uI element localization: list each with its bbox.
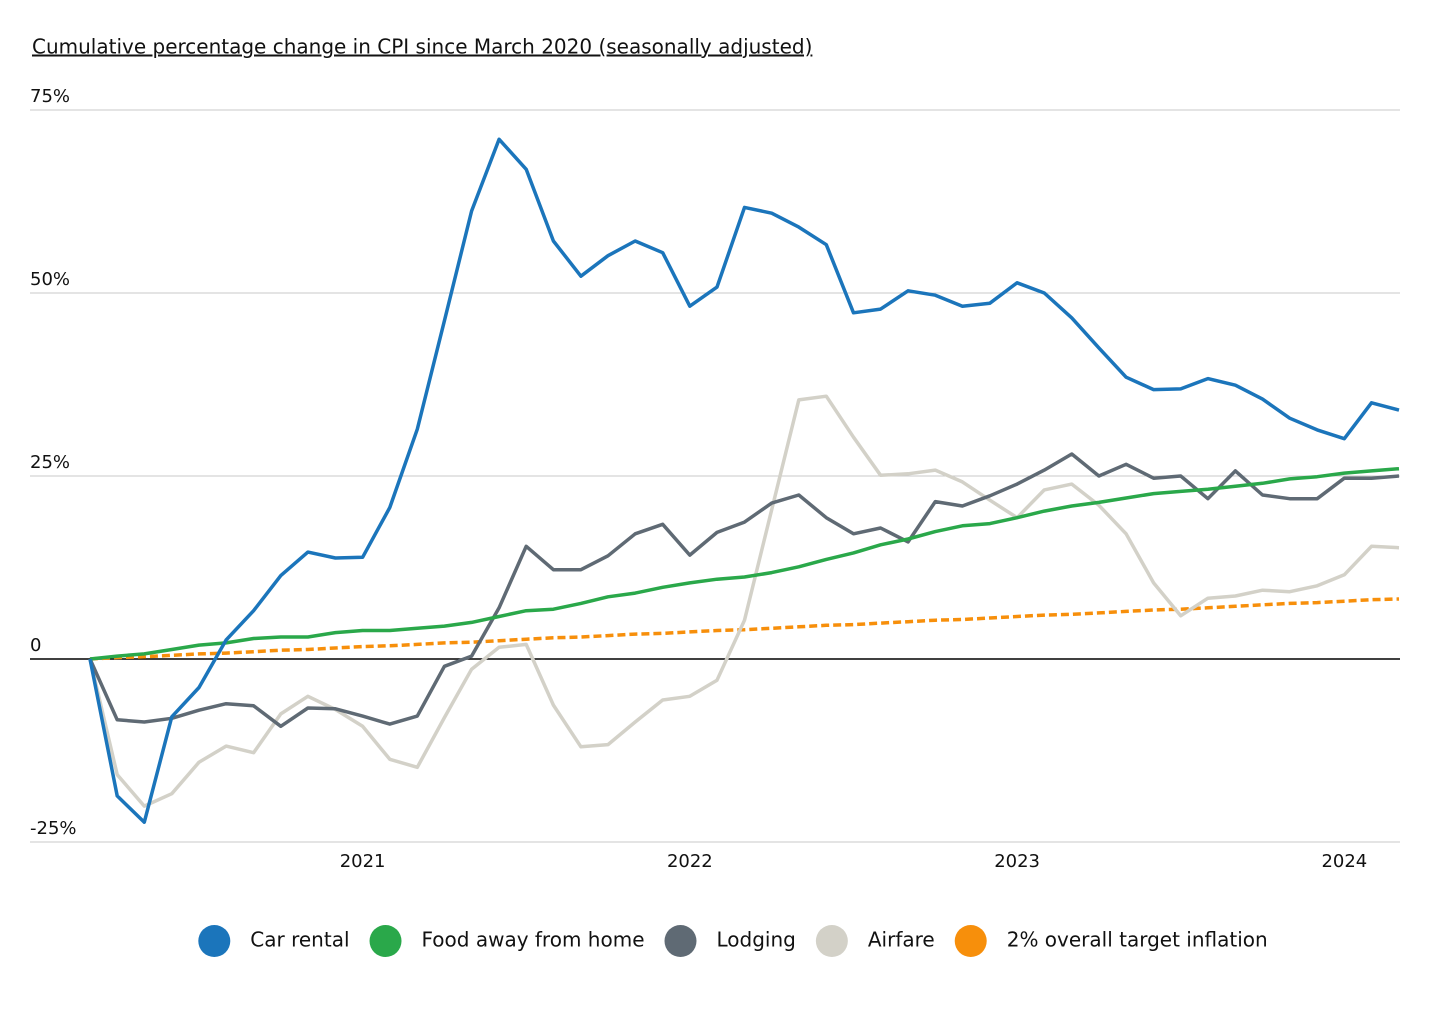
legend-swatch [198, 925, 231, 957]
legend-swatch [954, 925, 987, 957]
x-tick-label: 2021 [340, 851, 386, 872]
legend-label: Car rental [250, 928, 349, 952]
series-line [89, 597, 1400, 661]
y-tick-label: 50% [30, 269, 70, 290]
x-tick-label: 2023 [994, 851, 1040, 872]
legend-swatch [664, 925, 697, 957]
chart-title: Cumulative percentage change in CPI sinc… [32, 35, 812, 59]
y-tick-label: 75% [30, 86, 70, 107]
legend-label: Airfare [868, 928, 935, 952]
y-tick-label: 25% [30, 452, 70, 473]
x-tick-label: 2024 [1321, 851, 1367, 872]
series-line [88, 137, 1400, 824]
legend-label: Lodging [717, 928, 796, 952]
legend-swatch [369, 925, 402, 957]
series-line [89, 466, 1400, 661]
series-line [88, 452, 1400, 729]
series-line [88, 394, 1400, 808]
y-tick-label: 0 [30, 635, 41, 656]
y-tick-label: -25% [30, 818, 77, 839]
legend-label: 2% overall target inflation [1007, 928, 1268, 952]
legend-swatch [815, 925, 848, 957]
x-tick-label: 2022 [667, 851, 713, 872]
legend-label: Food away from home [422, 928, 645, 952]
